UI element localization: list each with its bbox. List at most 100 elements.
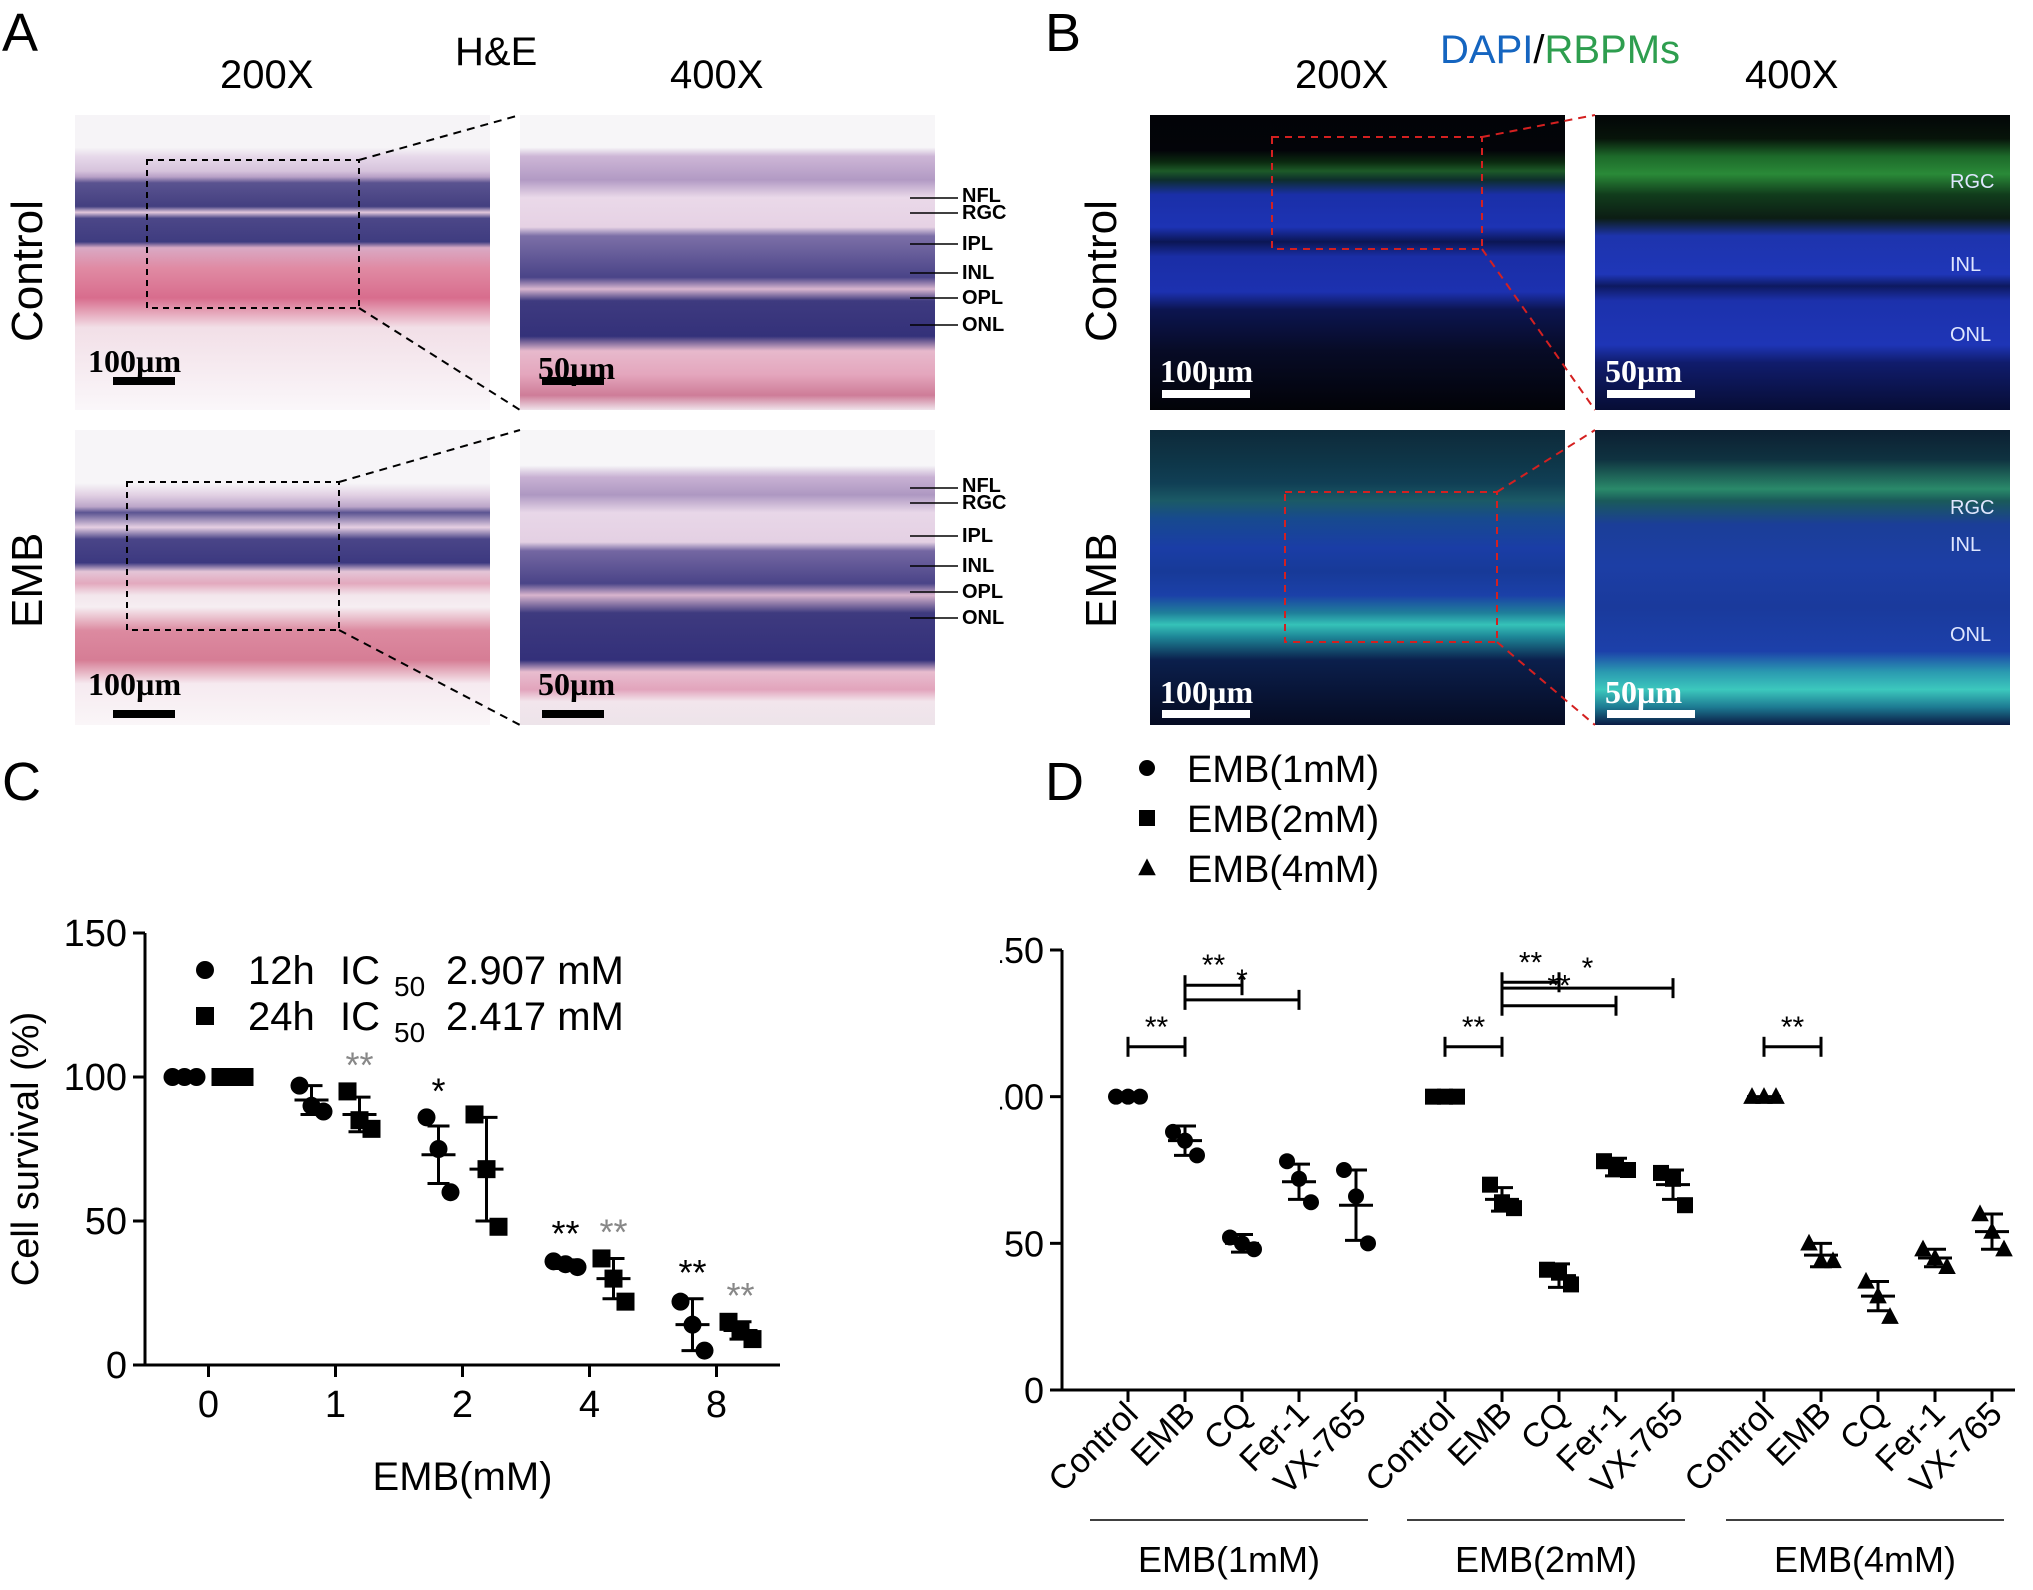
chart-d-ytick-label: 150 [1000,930,1044,971]
stain-separator: / [1533,28,1545,72]
panel-a-stain-label: H&E [455,30,538,74]
chart-c-ytick-label: 0 [106,1345,127,1387]
chart-c-xtick-label: 2 [452,1384,473,1426]
if-control-layer-inl: INL [1950,254,1982,276]
chart-d-group0-point [1234,1235,1250,1252]
if-control-400x-image [1595,115,2010,410]
he-control-layer-inl: INL [962,262,995,284]
chart-d-group0-point [1360,1235,1376,1252]
chart-c-legend-24h-ic50-prefix: IC [340,995,380,1039]
chart-d-ytick-label: 100 [1000,1077,1044,1118]
dapi-label: DAPI [1440,28,1534,72]
if-emb-layer-inl: INL [1950,534,1982,556]
he-control-layer-opl: OPL [962,287,1004,309]
chart-d-group2-point [1755,1087,1773,1104]
chart-d-comparison-label: ** [1145,1011,1169,1044]
chart-d-group2-point [1914,1239,1932,1257]
chart-c-significance-label: * [431,1070,445,1111]
chart-d-group2-point [1881,1307,1899,1324]
chart-d-legend-label-0: EMB(1mM) [1187,749,1379,791]
chart-c-24h-point [235,1068,254,1086]
chart-c-12h-point [441,1183,460,1202]
panel-a-letter: A [2,3,39,63]
chart-c-legend-24h-ic50-sub: 50 [394,1017,425,1048]
panel-b-stain-label: DAPI/RBPMs [1440,30,1680,70]
chart-d-comparison-label: ** [1547,970,1571,1003]
chart-c-legend-24h-marker [196,1007,214,1025]
if-emb-400x-scale-label: 50µm [1605,674,1683,710]
chart-c-24h-point [338,1082,357,1101]
chart-c-24h-point [465,1105,484,1124]
chart-c-24h-point [616,1292,635,1311]
chart-c-significance-label: ** [345,1044,373,1085]
chart-d-group0-point [1132,1088,1148,1105]
chart-d-ytick-label: 0 [1024,1370,1044,1411]
chart-d-group0-point [1120,1088,1136,1105]
chart-c-ytick-label: 100 [64,1057,127,1099]
panel-c-letter: C [2,752,41,812]
chart-d-comparison-label: ** [1202,949,1226,982]
chart-c-significance-label: ** [551,1213,579,1254]
chart-d-group2-point [1824,1251,1842,1269]
chart-d-legend-marker-2 [1138,858,1156,876]
if-control-layer-rgc: RGC [1950,171,1995,193]
chart-d-group1-point [1620,1162,1636,1178]
chart-d-group1-point [1482,1176,1498,1193]
chart-d-group0-point [1189,1147,1205,1164]
chart-c-significance-label: ** [678,1252,706,1293]
chart-c-significance-label: ** [726,1275,754,1316]
chart-d-comparison-label: ** [1519,946,1543,979]
chart-c-12h-point [683,1315,702,1334]
chart-d-group2-point [1938,1257,1956,1274]
chart-c-12h-point [314,1102,333,1121]
chart-c-24h-point [592,1249,611,1268]
chart-d-group2-point [1767,1087,1785,1104]
chart-c-24h-point [362,1119,381,1138]
he-emb-400x-image [520,430,935,725]
chart-c-xtick-label: 8 [706,1384,727,1426]
chart-d-group2-point [1995,1239,2013,1257]
if-emb-layer-rgc: RGC [1950,497,1995,519]
rbpms-label: RBPMs [1544,28,1681,72]
chart-d-group2-point [1869,1286,1887,1304]
chart-c-12h-point [671,1292,690,1311]
chart-c-legend-12h-ic50-value: 2.907 mM [446,949,624,993]
chart-c-24h-point [743,1330,762,1349]
chart-d-group2-point [1812,1251,1830,1269]
he-emb-400x-scale-label: 50µm [538,666,616,702]
if-control-200x-image [1150,115,1565,410]
he-emb-200x-image [75,430,490,725]
panel-a-mag-low: 200X [220,53,314,97]
chart-d-group1-point [1506,1200,1522,1217]
he-emb-layer-rgc: RGC [962,492,1007,514]
chart-d-group2-point [1926,1248,1944,1266]
he-emb-layer-opl: OPL [962,581,1004,603]
chart-c-legend-12h-marker [196,961,214,979]
chart-d-group0-point [1165,1123,1181,1140]
chart-d-group1-point [1563,1276,1579,1293]
he-control-layer-onl: ONL [962,314,1005,336]
chart-c-ytick-label: 50 [85,1201,127,1243]
chart-d-group-label: EMB(1mM) [1138,1539,1320,1580]
panel-a-mag-high: 400X [670,53,764,97]
chart-d-group0-point [1222,1229,1238,1246]
he-control-200x-scale-label: 100µm [88,343,182,379]
panel-a-annotations [338,114,958,726]
chart-c-24h-point [604,1269,623,1288]
chart-c-legend-12h-ic50-prefix: IC [340,949,380,993]
chart-c-legend-12h-label: 12h [248,949,315,993]
chart-d-group1-point [1677,1197,1693,1214]
he-control-layer-ipl: IPL [962,233,994,255]
chart-d-comparison-label: * [1582,952,1594,985]
if-emb-200x-image [1150,430,1565,725]
if-emb-200x-scale-label: 100µm [1160,674,1254,710]
panel-b-mag-high: 400X [1745,53,1839,97]
chart-c-12h-point [187,1068,206,1086]
chart-c-12h-point [429,1140,448,1158]
panel-b-mag-low: 200X [1295,53,1389,97]
chart-d-group1-point [1449,1088,1465,1105]
chart-d-xtick-label: EMB [1124,1395,1203,1474]
chart-c-xtick-label: 0 [198,1384,219,1426]
